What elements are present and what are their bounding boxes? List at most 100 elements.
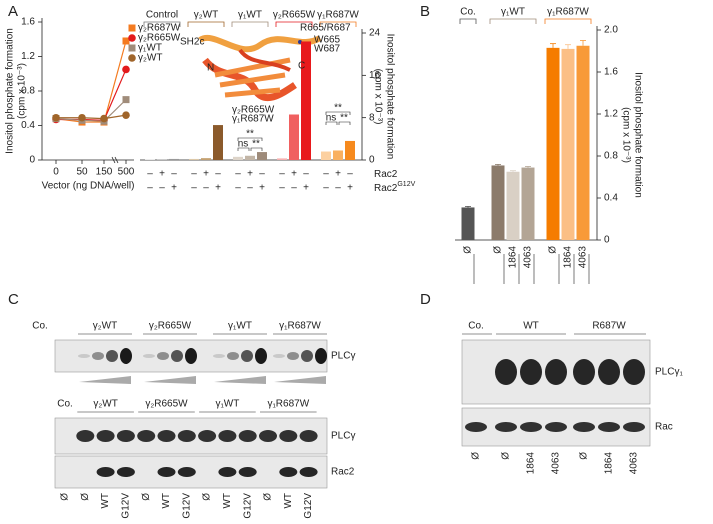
panel-label: C [8,291,19,308]
row-sup: G12V [397,181,415,188]
x-tick-label: 1864 [508,246,519,269]
blot-group-label: R687W [592,321,626,332]
sign: + [215,183,221,194]
lane-label: WT [161,493,172,509]
marker [122,111,130,119]
sig-label: ns [238,139,249,150]
bar [189,158,199,160]
bar [145,159,155,160]
y-tick-label: 0 [369,155,375,166]
x-tick-label: Ø [463,246,474,254]
band [185,348,197,364]
legend-label: γ₁WT [138,43,162,54]
x-tick-label: Ø [493,246,504,254]
x-tick-label: Ø [548,246,559,254]
sig-bracket [237,137,263,141]
band-label: PLCγ [331,431,355,442]
bar [561,48,575,241]
bar [546,47,560,240]
lane-label: Ø [80,493,91,501]
bar [169,158,179,160]
lane-label: 1864 [526,452,537,475]
group-bracket [544,18,592,24]
bar [576,45,590,240]
band [255,348,267,364]
sig-label: ** [340,113,348,124]
marker [78,113,86,122]
band [143,354,155,358]
group-label: Co. [460,7,476,18]
y-tick-label: 0.4 [604,193,618,204]
band [573,422,595,432]
band [157,467,176,477]
marker [100,114,108,123]
row-label: Rac2 [374,169,398,180]
y-axis-label: Inositol phosphate formation [632,72,643,198]
y-tick-label: 0 [604,235,610,246]
gradient-wedge [79,376,131,384]
sign: – [171,169,177,180]
lane-label: WT [283,493,294,509]
blot-group-label: γ₂WT [93,399,117,410]
band [106,350,118,362]
bar [345,140,355,160]
group-bracket [231,21,269,27]
sign: + [247,169,253,180]
y-tick-label: 1.2 [604,109,618,120]
bar [257,152,267,160]
band [598,359,620,385]
band [76,430,95,442]
x-tick-label: 500 [118,167,135,178]
lane-label: 4063 [551,452,562,475]
group-bracket [459,18,477,24]
y-tick-label: 0 [29,155,35,166]
sign: – [323,183,329,194]
panel-label: A [8,3,18,20]
marker [128,24,136,32]
inset-label: SH2c [180,37,204,48]
lane-label: WT [100,493,111,509]
sign: – [247,183,253,194]
marker [122,65,130,74]
band [279,430,298,442]
x-tick-label: 1864 [563,246,574,269]
band [287,352,299,360]
band [96,430,115,442]
bar [157,159,167,160]
sig-label: ns [326,113,337,124]
group-label: γ₁R687W [547,7,589,18]
sig-label: ** [246,129,254,140]
x-tick-label: 4063 [578,246,589,269]
x-tick-label: 4063 [523,246,534,269]
y-tick-label: 1.6 [21,17,35,28]
bar [491,165,505,240]
group-bracket [187,21,225,27]
y-tick-label: 0.4 [21,120,35,131]
x-tick-label: 0 [53,167,59,178]
group-label: γ₁R687W [317,10,359,21]
band [96,467,115,477]
group-label: γ₁WT [501,7,525,18]
marker [122,37,130,45]
y-tick-label: 2.0 [604,25,618,36]
legend-label: γ₂R665W [138,33,181,44]
blot-group-label: γ₁R687W [267,399,309,410]
sig-label: ** [334,103,342,114]
band [238,467,257,477]
band [495,422,517,432]
bar [321,151,331,160]
lane-label: Ø [471,452,482,460]
sign: – [147,183,153,194]
band [171,350,183,362]
legend-label: γ₂R687W [138,23,181,34]
sign: – [279,169,285,180]
panel-label: B [420,3,430,20]
inset-label: W687 [314,44,341,55]
blot-group-label: WT [523,321,539,332]
sign: – [347,169,353,180]
y-axis-label: (cpm x 10⁻³) [17,63,28,119]
bar [506,171,520,240]
lane-label: G12V [303,493,314,519]
inset-label: R665/R687 [300,23,351,34]
marker [122,96,130,104]
